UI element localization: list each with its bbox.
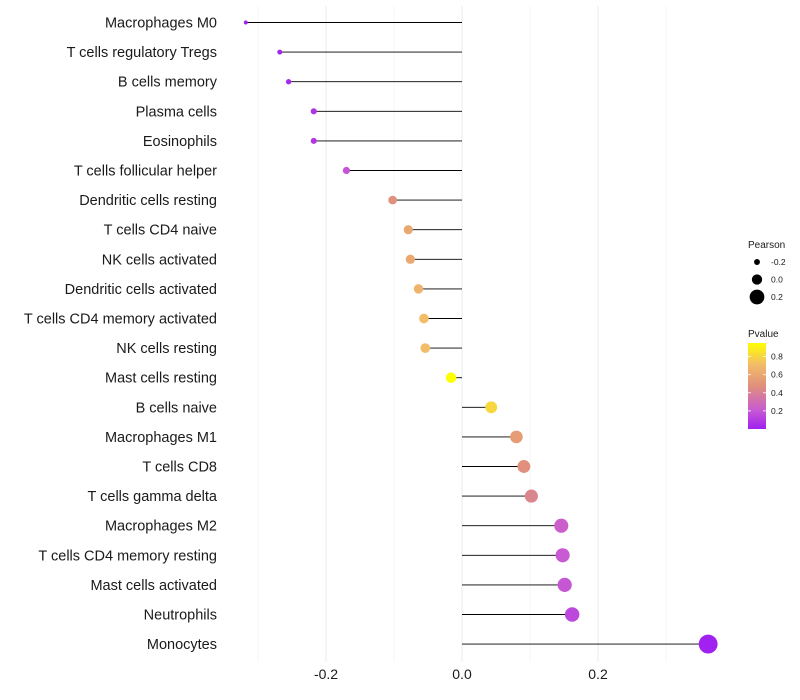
data-point (310, 108, 317, 115)
size-legend-dot (754, 259, 760, 265)
category-label: Monocytes (147, 637, 217, 653)
color-legend-title: Pvalue (748, 329, 779, 340)
category-labels: Macrophages M0 T cells regulatory Tregs B … (24, 16, 218, 654)
category-label: Macrophages M2 (105, 519, 217, 535)
data-point (420, 343, 431, 353)
data-point (557, 577, 572, 593)
category-label: T cells gamma delta (88, 489, 218, 505)
category-label: NK cells resting (116, 341, 217, 357)
grid-lines (257, 6, 667, 662)
stems (245, 22, 709, 645)
category-label: Macrophages M0 (105, 16, 217, 32)
category-label: Neutrophils (144, 608, 217, 624)
color-legend-label: 0.6 (771, 370, 783, 380)
data-point (698, 634, 718, 654)
data-point (554, 518, 569, 533)
x-tick-label: 0.2 (588, 666, 608, 682)
category-label: B cells naive (136, 400, 217, 416)
x-tick-label: 0.0 (452, 666, 472, 682)
data-point (277, 49, 283, 55)
data-point (285, 79, 292, 85)
data-point (517, 460, 531, 473)
size-legend-dot (751, 274, 763, 285)
data-point (342, 166, 350, 175)
category-label: B cells memory (118, 75, 218, 91)
size-legend-label: 0.2 (771, 292, 783, 302)
data-point (564, 607, 580, 622)
category-label: Eosinophils (143, 134, 217, 150)
category-label: Macrophages M1 (105, 430, 217, 446)
size-legend-title: Pearson (748, 240, 785, 251)
category-label: Mast cells resting (105, 371, 217, 387)
data-point (524, 489, 538, 503)
size-legend-label: 0.0 (771, 275, 783, 285)
category-label: T cells follicular helper (74, 164, 217, 180)
data-point (555, 548, 570, 563)
color-legend-bar (748, 343, 766, 429)
category-label: T cells CD4 naive (104, 223, 217, 239)
size-legend-label: -0.2 (771, 257, 786, 267)
category-label: NK cells activated (102, 252, 217, 268)
category-label: T cells CD4 memory resting (38, 548, 217, 564)
data-point (403, 225, 413, 235)
data-point (419, 313, 429, 324)
data-point (388, 195, 397, 205)
color-legend-label: 0.8 (771, 352, 783, 362)
category-label: T cells CD8 (142, 460, 217, 476)
data-point (243, 20, 248, 25)
data-point (510, 430, 523, 444)
x-tick-label: -0.2 (314, 666, 338, 682)
color-legend-label: 0.4 (771, 388, 783, 398)
size-legend: Pearson -0.2 0.0 0.2 (748, 240, 786, 305)
color-legend-label: 0.2 (771, 406, 783, 416)
category-label: Dendritic cells activated (65, 282, 217, 298)
color-legend: Pvalue 0.2 0.4 0.6 0.8 (748, 329, 783, 429)
x-axis-ticks: -0.2 0.0 0.2 (314, 666, 608, 682)
category-label: Plasma cells (136, 104, 217, 120)
category-label: Dendritic cells resting (79, 193, 217, 209)
category-label: T cells regulatory Tregs (67, 45, 217, 61)
data-point (485, 401, 498, 414)
data-point (413, 284, 424, 294)
data-point (405, 254, 415, 264)
dots (243, 20, 718, 654)
data-point (310, 137, 317, 144)
size-legend-dot (749, 289, 765, 305)
category-label: T cells CD4 memory activated (24, 312, 217, 328)
data-point (445, 372, 457, 383)
category-label: Mast cells activated (90, 578, 217, 594)
